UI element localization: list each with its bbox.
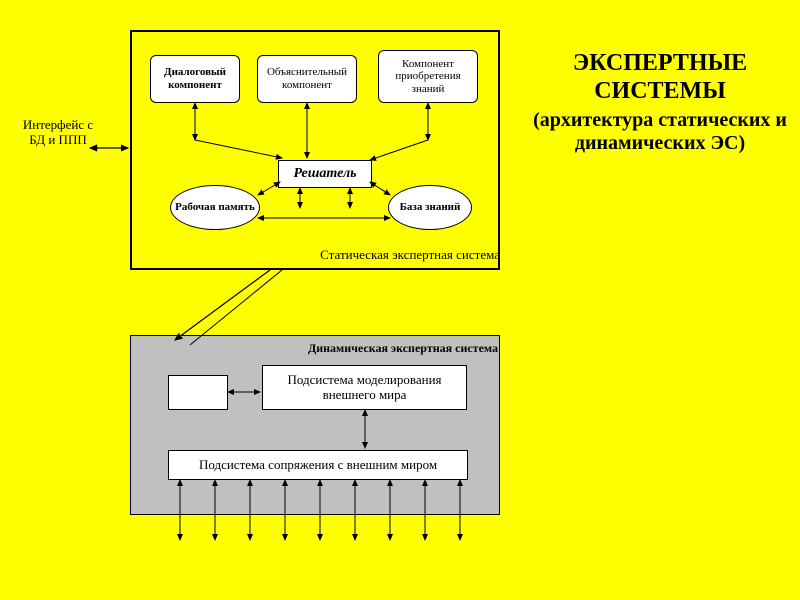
node-blank: [168, 375, 228, 410]
node-dialog: Диалоговый компонент: [150, 55, 240, 103]
node-solver: Решатель: [278, 160, 372, 188]
node-explain: Объяснительный компонент: [257, 55, 357, 103]
node-model: Подсистема моделирования внешнего мира: [262, 365, 467, 410]
node-acquire: Компонент приобретения знаний: [378, 50, 478, 103]
dynamic-system-container: [130, 335, 500, 515]
node-interface: Подсистема сопряжения с внешним миром: [168, 450, 468, 480]
static-system-caption: Статическая экспертная система: [280, 248, 500, 263]
title-line1: ЭКСПЕРТНЫЕ СИСТЕМЫ: [530, 50, 790, 105]
title-line2: (архитектура статических и динамических …: [530, 109, 790, 155]
page-title: ЭКСПЕРТНЫЕ СИСТЕМЫ (архитектура статичес…: [530, 50, 790, 155]
external-interface-label: Интерфейс с БД и ППП: [18, 118, 98, 148]
dynamic-system-caption: Динамическая экспертная система: [258, 342, 498, 356]
node-kb: База знаний: [388, 185, 472, 230]
node-memory: Рабочая память: [170, 185, 260, 230]
